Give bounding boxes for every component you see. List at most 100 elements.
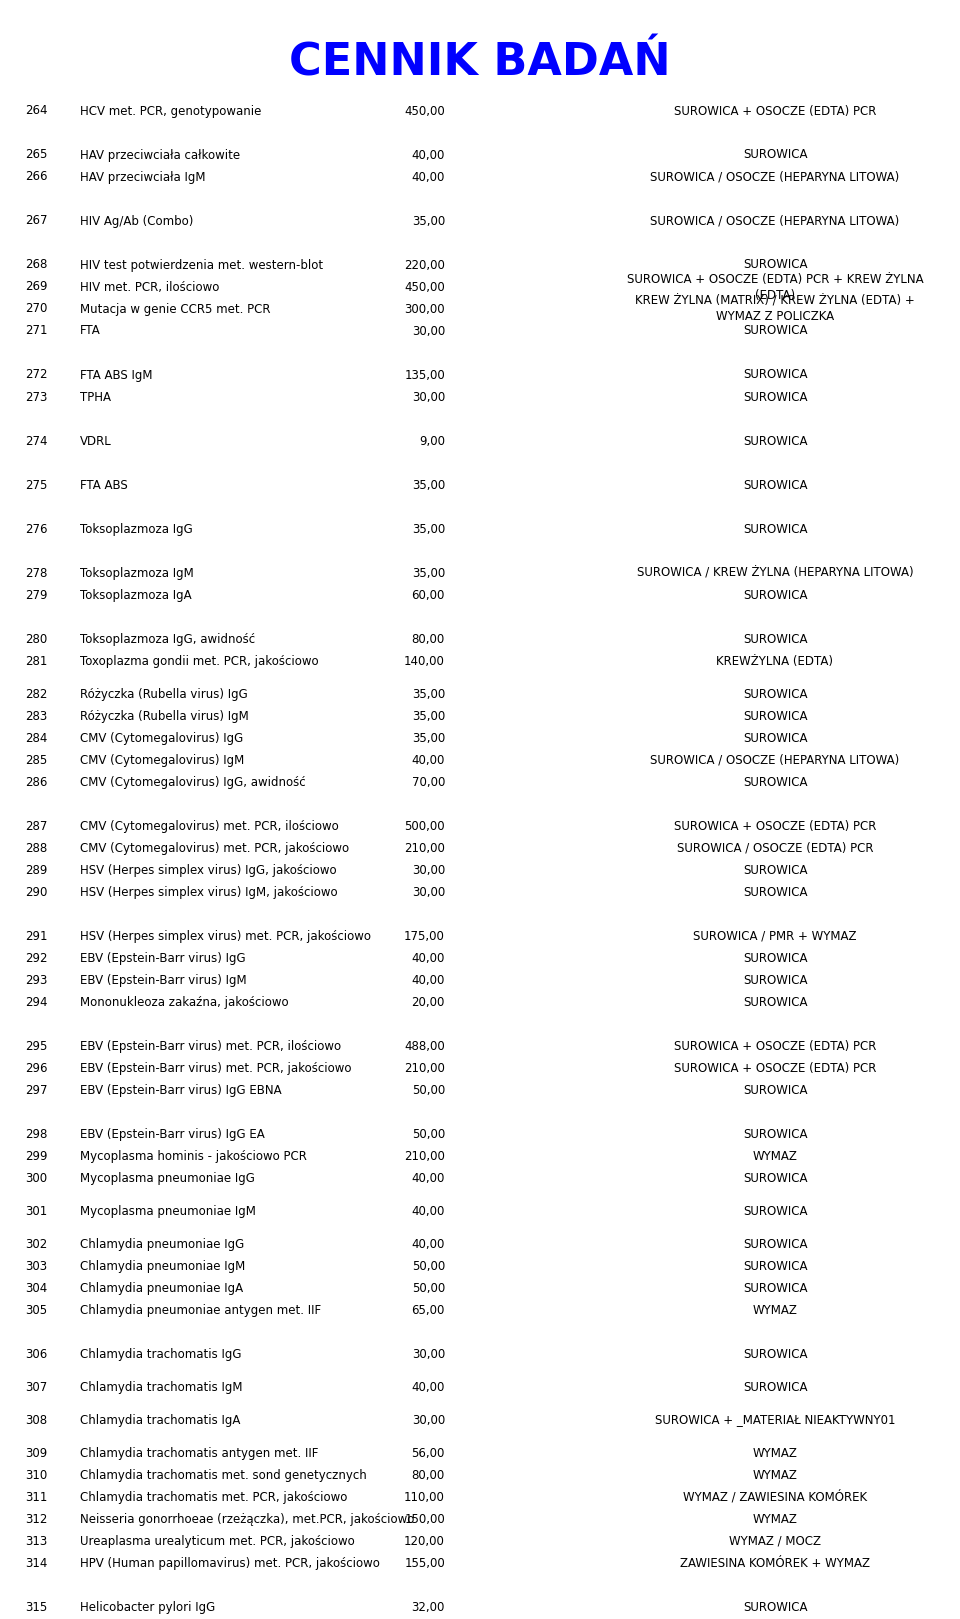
Text: WYMAZ: WYMAZ: [753, 1446, 798, 1459]
Text: 270: 270: [25, 303, 47, 316]
Text: SUROWICA: SUROWICA: [743, 1347, 807, 1360]
Text: CMV (Cytomegalovirus) met. PCR, ilościowo: CMV (Cytomegalovirus) met. PCR, ilościow…: [80, 819, 339, 832]
Text: SUROWICA + OSOCZE (EDTA) PCR: SUROWICA + OSOCZE (EDTA) PCR: [674, 1039, 876, 1052]
Text: 291: 291: [25, 929, 47, 942]
Text: 50,00: 50,00: [412, 1127, 445, 1140]
Text: SUROWICA: SUROWICA: [743, 1282, 807, 1295]
Text: HPV (Human papillomavirus) met. PCR, jakościowo: HPV (Human papillomavirus) met. PCR, jak…: [80, 1556, 380, 1569]
Text: 264: 264: [25, 105, 47, 118]
Text: 155,00: 155,00: [404, 1556, 445, 1569]
Text: 265: 265: [25, 149, 47, 162]
Text: 298: 298: [25, 1127, 47, 1140]
Text: 272: 272: [25, 369, 47, 382]
Text: 295: 295: [25, 1039, 47, 1052]
Text: WYMAZ / MOCZ: WYMAZ / MOCZ: [729, 1535, 821, 1548]
Text: SUROWICA: SUROWICA: [743, 952, 807, 965]
Text: 273: 273: [25, 390, 47, 403]
Text: Helicobacter pylori IgG: Helicobacter pylori IgG: [80, 1601, 215, 1614]
Text: 276: 276: [25, 523, 47, 536]
Text: 40,00: 40,00: [412, 952, 445, 965]
Text: 311: 311: [25, 1491, 47, 1504]
Text: 40,00: 40,00: [412, 149, 445, 162]
Text: Mycoplasma pneumoniae IgG: Mycoplasma pneumoniae IgG: [80, 1172, 254, 1185]
Text: 314: 314: [25, 1556, 47, 1569]
Text: 50,00: 50,00: [412, 1083, 445, 1096]
Text: 310: 310: [25, 1468, 47, 1481]
Text: 293: 293: [25, 973, 47, 986]
Text: Chlamydia trachomatis met. PCR, jakościowo: Chlamydia trachomatis met. PCR, jakościo…: [80, 1491, 348, 1504]
Text: VDRL: VDRL: [80, 434, 111, 447]
Text: SUROWICA + OSOCZE (EDTA) PCR + KREW ŻYLNA
(EDTA): SUROWICA + OSOCZE (EDTA) PCR + KREW ŻYLN…: [627, 272, 924, 301]
Text: 283: 283: [25, 709, 47, 722]
Text: Chlamydia pneumoniae IgA: Chlamydia pneumoniae IgA: [80, 1282, 243, 1295]
Text: 315: 315: [25, 1601, 47, 1614]
Text: FTA ABS IgM: FTA ABS IgM: [80, 369, 153, 382]
Text: SUROWICA: SUROWICA: [743, 479, 807, 492]
Text: 286: 286: [25, 776, 47, 788]
Text: SUROWICA / OSOCZE (EDTA) PCR: SUROWICA / OSOCZE (EDTA) PCR: [677, 842, 874, 855]
Text: SUROWICA: SUROWICA: [743, 1381, 807, 1394]
Text: SUROWICA: SUROWICA: [743, 434, 807, 447]
Text: 40,00: 40,00: [412, 1172, 445, 1185]
Text: 40,00: 40,00: [412, 1381, 445, 1394]
Text: HIV met. PCR, ilościowo: HIV met. PCR, ilościowo: [80, 280, 220, 293]
Text: 303: 303: [25, 1260, 47, 1273]
Text: 80,00: 80,00: [412, 1468, 445, 1481]
Text: Chlamydia pneumoniae antygen met. IIF: Chlamydia pneumoniae antygen met. IIF: [80, 1303, 322, 1316]
Text: 56,00: 56,00: [412, 1446, 445, 1459]
Text: EBV (Epstein-Barr virus) IgG EA: EBV (Epstein-Barr virus) IgG EA: [80, 1127, 265, 1140]
Text: SUROWICA / KREW ŻYLNA (HEPARYNA LITOWA): SUROWICA / KREW ŻYLNA (HEPARYNA LITOWA): [636, 567, 913, 580]
Text: SUROWICA: SUROWICA: [743, 863, 807, 876]
Text: 294: 294: [25, 996, 47, 1009]
Text: 60,00: 60,00: [412, 588, 445, 602]
Text: 299: 299: [25, 1149, 47, 1162]
Text: EBV (Epstein-Barr virus) met. PCR, ilościowo: EBV (Epstein-Barr virus) met. PCR, ilośc…: [80, 1039, 341, 1052]
Text: 35,00: 35,00: [412, 214, 445, 228]
Text: 30,00: 30,00: [412, 886, 445, 899]
Text: 50,00: 50,00: [412, 1282, 445, 1295]
Text: SUROWICA: SUROWICA: [743, 709, 807, 722]
Text: KREW ŻYLNA (MATRIX) / KREW ŻYLNA (EDTA) +
WYMAZ Z POLICZKA: KREW ŻYLNA (MATRIX) / KREW ŻYLNA (EDTA) …: [636, 295, 915, 324]
Text: 279: 279: [25, 588, 47, 602]
Text: SUROWICA: SUROWICA: [743, 390, 807, 403]
Text: 292: 292: [25, 952, 47, 965]
Text: Mutacja w genie CCR5 met. PCR: Mutacja w genie CCR5 met. PCR: [80, 303, 271, 316]
Text: 35,00: 35,00: [412, 567, 445, 580]
Text: 40,00: 40,00: [412, 1237, 445, 1250]
Text: 40,00: 40,00: [412, 973, 445, 986]
Text: 278: 278: [25, 567, 47, 580]
Text: SUROWICA: SUROWICA: [743, 886, 807, 899]
Text: Różyczka (Rubella virus) IgM: Różyczka (Rubella virus) IgM: [80, 709, 249, 722]
Text: 289: 289: [25, 863, 47, 876]
Text: 32,00: 32,00: [412, 1601, 445, 1614]
Text: HSV (Herpes simplex virus) IgM, jakościowo: HSV (Herpes simplex virus) IgM, jakościo…: [80, 886, 338, 899]
Text: Chlamydia trachomatis IgM: Chlamydia trachomatis IgM: [80, 1381, 243, 1394]
Text: Toksoplazmoza IgG: Toksoplazmoza IgG: [80, 523, 193, 536]
Text: KREWŻYLNA (EDTA): KREWŻYLNA (EDTA): [716, 654, 833, 667]
Text: SUROWICA: SUROWICA: [743, 369, 807, 382]
Text: 287: 287: [25, 819, 47, 832]
Text: 40,00: 40,00: [412, 753, 445, 766]
Text: 313: 313: [25, 1535, 47, 1548]
Text: Toxoplazma gondii met. PCR, jakościowo: Toxoplazma gondii met. PCR, jakościowo: [80, 654, 319, 667]
Text: SUROWICA + _MATERIAŁ NIEAKTYWNY01: SUROWICA + _MATERIAŁ NIEAKTYWNY01: [655, 1413, 896, 1426]
Text: CMV (Cytomegalovirus) IgM: CMV (Cytomegalovirus) IgM: [80, 753, 244, 766]
Text: Mycoplasma hominis - jakościowo PCR: Mycoplasma hominis - jakościowo PCR: [80, 1149, 307, 1162]
Text: CMV (Cytomegalovirus) met. PCR, jakościowo: CMV (Cytomegalovirus) met. PCR, jakościo…: [80, 842, 349, 855]
Text: 308: 308: [25, 1413, 47, 1426]
Text: Toksoplazmoza IgA: Toksoplazmoza IgA: [80, 588, 192, 602]
Text: EBV (Epstein-Barr virus) met. PCR, jakościowo: EBV (Epstein-Barr virus) met. PCR, jakoś…: [80, 1062, 351, 1075]
Text: WYMAZ: WYMAZ: [753, 1303, 798, 1316]
Text: Neisseria gonorrhoeae (rzeżączka), met.PCR, jakościowo: Neisseria gonorrhoeae (rzeżączka), met.P…: [80, 1512, 415, 1525]
Text: 306: 306: [25, 1347, 47, 1360]
Text: 35,00: 35,00: [412, 732, 445, 745]
Text: 271: 271: [25, 324, 47, 337]
Text: SUROWICA: SUROWICA: [743, 588, 807, 602]
Text: 210,00: 210,00: [404, 1062, 445, 1075]
Text: 175,00: 175,00: [404, 929, 445, 942]
Text: SUROWICA + OSOCZE (EDTA) PCR: SUROWICA + OSOCZE (EDTA) PCR: [674, 819, 876, 832]
Text: TPHA: TPHA: [80, 390, 111, 403]
Text: 35,00: 35,00: [412, 523, 445, 536]
Text: 307: 307: [25, 1381, 47, 1394]
Text: 297: 297: [25, 1083, 47, 1096]
